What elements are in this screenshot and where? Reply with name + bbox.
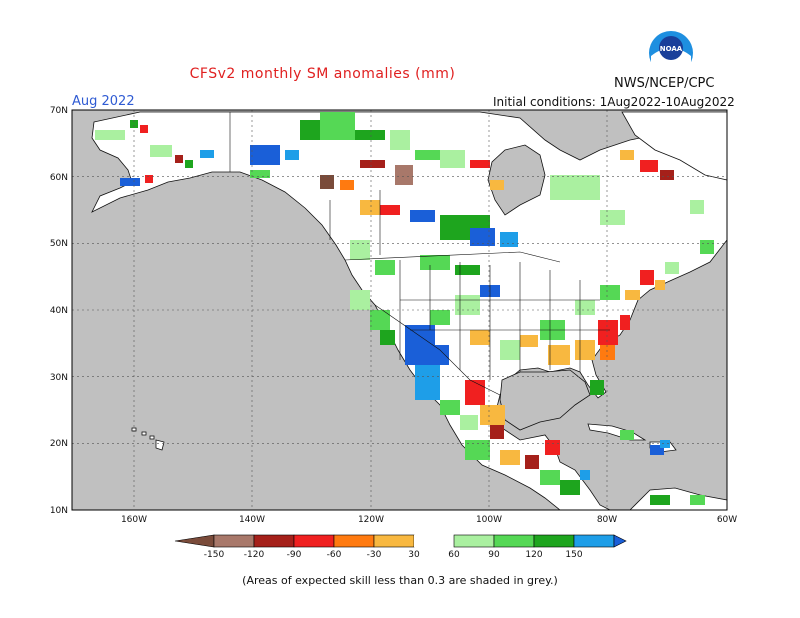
lat-label-60: 60N: [50, 173, 68, 183]
initial-conditions: Initial conditions: 1Aug2022-10Aug2022: [493, 95, 735, 109]
lat-label-10: 10N: [50, 506, 68, 516]
footnote: (Areas of expected skill less than 0.3 a…: [242, 574, 558, 587]
lat-label-40: 40N: [50, 306, 68, 316]
longitude-labels: 160W 140W 120W 100W 80W 60W: [121, 515, 737, 525]
legend-swatch: [493, 534, 535, 548]
legend-label: -60: [327, 550, 342, 560]
legend-label: 60: [448, 550, 460, 560]
legend-swatch: [293, 534, 335, 548]
lon-label-140w: 140W: [239, 515, 265, 525]
legend-label: 150: [565, 550, 582, 560]
lat-label-70: 70N: [50, 106, 68, 116]
logo-text: NOAA: [660, 45, 683, 53]
lon-label-120w: 120W: [358, 515, 384, 525]
legend-swatch: [414, 535, 454, 547]
color-legend: [174, 534, 627, 548]
legend-arrow-left: [174, 534, 215, 548]
legend-label: -90: [287, 550, 302, 560]
lon-label-160w: 160W: [121, 515, 147, 525]
latitude-labels: 70N 60N 50N 40N 30N 20N 10N: [50, 106, 68, 516]
hudson-bay: [487, 144, 546, 216]
legend-swatch: [573, 534, 615, 548]
noaa-logo: NOAA: [649, 31, 693, 75]
legend-swatch: [453, 534, 495, 548]
legend-labels: -150 -120 -90 -60 -30 30 60 90 120 150: [204, 550, 583, 560]
legend-swatch: [253, 534, 295, 548]
legend-swatch: [373, 534, 415, 548]
month-label: Aug 2022: [72, 94, 135, 109]
legend-arrow-right: [613, 534, 627, 548]
legend-label: -30: [367, 550, 382, 560]
legend-label: 120: [525, 550, 542, 560]
legend-swatch: [533, 534, 575, 548]
legend-label: 30: [408, 550, 420, 560]
lon-label-60w: 60W: [717, 515, 737, 525]
lat-label-20: 20N: [50, 439, 68, 449]
map-title: CFSv2 monthly SM anomalies (mm): [189, 66, 456, 82]
legend-swatch: [333, 534, 375, 548]
graticule: [72, 110, 727, 510]
lon-label-100w: 100W: [476, 515, 502, 525]
legend-label: -150: [204, 550, 225, 560]
lat-label-50: 50N: [50, 239, 68, 249]
political-boundaries: [229, 112, 610, 396]
legend-label: 90: [488, 550, 500, 560]
anomaly-cells: [95, 112, 714, 505]
lon-label-80w: 80W: [597, 515, 617, 525]
legend-swatch: [213, 534, 255, 548]
legend-label: -120: [244, 550, 265, 560]
agency-label: NWS/NCEP/CPC: [614, 76, 715, 91]
lat-label-30: 30N: [50, 373, 68, 383]
